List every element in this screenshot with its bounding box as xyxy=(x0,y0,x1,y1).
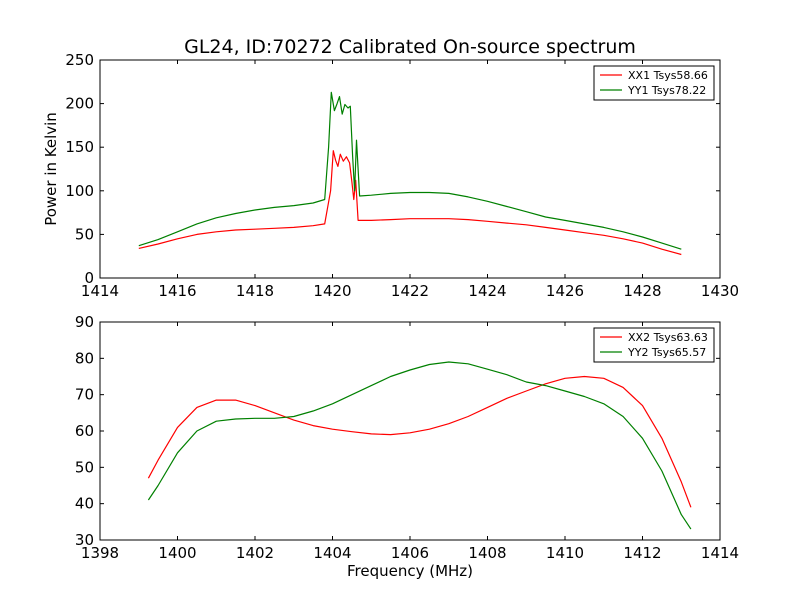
y-tick-label: 200 xyxy=(65,95,94,113)
legend-entry: XX2 Tsys63.63 xyxy=(628,331,708,344)
y-tick-label: 50 xyxy=(75,225,94,243)
x-tick-label: 1404 xyxy=(313,544,351,562)
y-tick-label: 30 xyxy=(75,531,94,549)
y-tick-label: 40 xyxy=(75,495,94,513)
x-tick-label: 1418 xyxy=(236,282,274,300)
legend-2: XX2 Tsys63.63 YY2 Tsys65.57 xyxy=(593,327,715,363)
series-line-2-2 xyxy=(147,361,692,530)
series-line-1-1 xyxy=(138,150,682,256)
legend-entry: YY2 Tsys65.57 xyxy=(627,346,706,359)
panel-1: 1414 1416 1418 1420 1422 1424 1426 1428 1430 0 50 1… xyxy=(65,51,739,300)
x-tick-label: 1398 xyxy=(81,544,119,562)
x-tick-label: 1422 xyxy=(391,282,429,300)
series-line-2-1 xyxy=(147,375,692,508)
y-tick-label: 70 xyxy=(75,386,94,404)
legend-1: XX1 Tsys58.66 YY1 Tsys78.22 xyxy=(593,65,715,101)
x-tick-label: 1410 xyxy=(546,544,584,562)
x-tick-label: 1416 xyxy=(158,282,196,300)
y-tick-label: 150 xyxy=(65,138,94,156)
x-tick-label: 1402 xyxy=(236,544,274,562)
x-tick-label: 1414 xyxy=(81,282,119,300)
y-tick-label: 250 xyxy=(65,51,94,69)
y-tick-label: 100 xyxy=(65,182,94,200)
x-tick-label: 1412 xyxy=(623,544,661,562)
x-tick-label: 1414 xyxy=(701,544,739,562)
y-tick-label: 0 xyxy=(84,269,94,287)
x-tick-label: 1424 xyxy=(468,282,506,300)
x-tick-label: 1426 xyxy=(546,282,584,300)
y-axis-label: Power in Kelvin xyxy=(42,112,60,226)
x-axis-label: Frequency (MHz) xyxy=(347,562,473,580)
x-tick-label: 1408 xyxy=(468,544,506,562)
x-tick-label: 1420 xyxy=(313,282,351,300)
y-tick-label: 60 xyxy=(75,422,94,440)
x-tick-label: 1428 xyxy=(623,282,661,300)
y-tick-label: 80 xyxy=(75,349,94,367)
x-tick-label: 1406 xyxy=(391,544,429,562)
legend-box xyxy=(593,327,715,363)
series-line-1-2 xyxy=(138,91,682,250)
legend-box xyxy=(593,65,715,101)
legend-entry: YY1 Tsys78.22 xyxy=(627,84,706,97)
y-tick-label: 50 xyxy=(75,458,94,476)
chart-title: GL24, ID:70272 Calibrated On-source spec… xyxy=(184,36,636,58)
panel-2: 1398 1400 1402 1404 1406 1408 1410 1412 1414 30 40… xyxy=(75,313,739,562)
y-tick-label: 90 xyxy=(75,313,94,331)
x-tick-label: 1430 xyxy=(701,282,739,300)
legend-entry: XX1 Tsys58.66 xyxy=(628,69,708,82)
x-tick-label: 1400 xyxy=(158,544,196,562)
